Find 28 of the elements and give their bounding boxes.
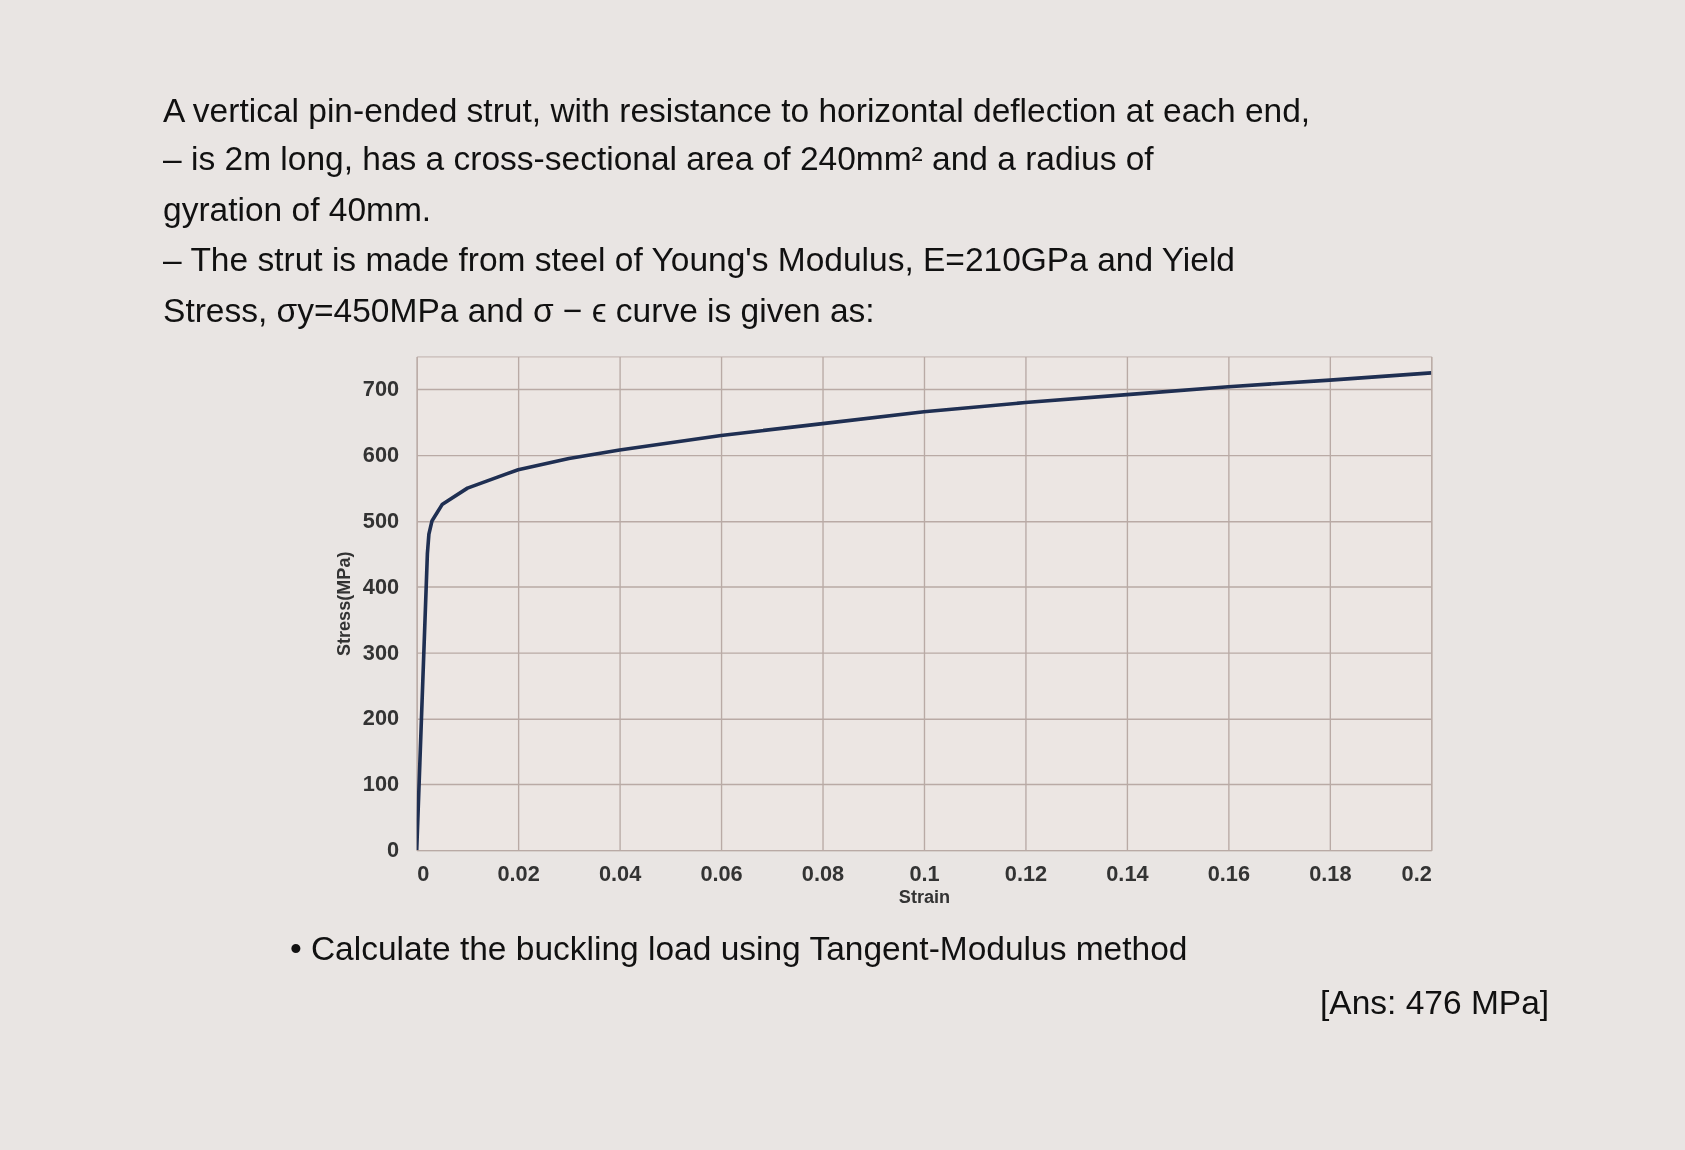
text: [Ans: 476 MPa] xyxy=(1320,984,1550,1022)
text: Stress, σy=450MPa and σ − ϵ curve is given as: xyxy=(163,292,875,330)
x-tick-label: 0.12 xyxy=(1004,860,1048,886)
y-tick-label: 400 xyxy=(362,573,400,599)
text: • Calculate the buckling load using Tangent-Modulus method xyxy=(289,929,1188,967)
text: gyration of 40mm. xyxy=(163,190,432,228)
y-tick-label: 200 xyxy=(362,705,400,731)
x-axis-title: Strain xyxy=(898,887,951,908)
y-tick-label: 500 xyxy=(362,507,400,533)
x-tick-label: 0 xyxy=(417,860,430,886)
y-tick-label: 600 xyxy=(362,442,400,468)
x-tick-label: 0.02 xyxy=(497,860,540,886)
x-tick-label: 0.2 xyxy=(1401,860,1432,886)
x-tick-label: 0.04 xyxy=(598,860,642,886)
x-tick-label: 0.08 xyxy=(801,860,845,886)
y-axis-title: Stress(MPa) xyxy=(334,551,355,657)
y-tick-label: 100 xyxy=(362,771,400,797)
x-tick-label: 0.16 xyxy=(1207,860,1251,886)
chart-title: A vertical pin-ended strut, with resistance to horizontal deflection at each end, xyxy=(163,91,1311,129)
text: – The strut is made from steel of Young's Modulus, E=210GPa and Yield xyxy=(163,241,1235,279)
x-tick-label: 0.06 xyxy=(700,860,743,886)
text: – is 2m long, has a cross-sectional area of 240mm² and a radius of xyxy=(163,139,1154,177)
x-tick-label: 0.1 xyxy=(909,860,940,886)
y-tick-label: 700 xyxy=(362,376,400,402)
x-tick-label: 0.14 xyxy=(1106,860,1149,886)
y-tick-label: 300 xyxy=(362,639,400,665)
y-tick-label: 0 xyxy=(386,836,400,862)
x-tick-label: 0.18 xyxy=(1309,860,1352,886)
